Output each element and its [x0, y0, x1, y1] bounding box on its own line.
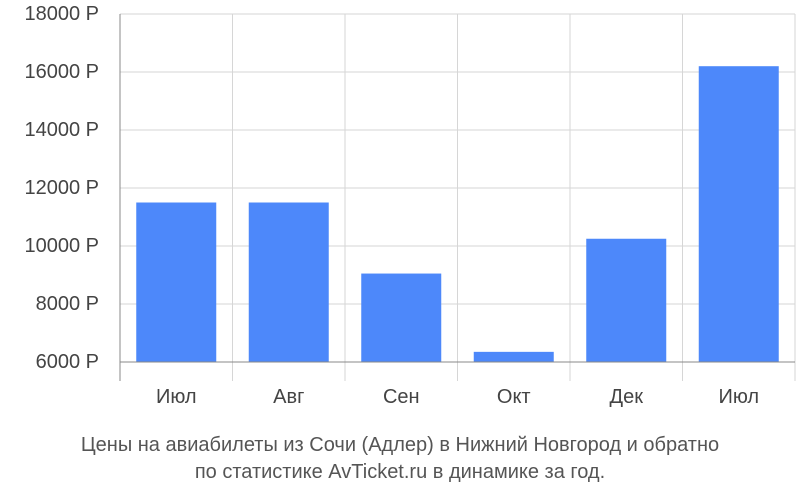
- x-tick-label: Авг: [273, 386, 304, 408]
- grid: [120, 13, 796, 381]
- bar: [361, 273, 442, 362]
- x-tick-label: Июл: [718, 386, 759, 408]
- bar: [248, 202, 329, 362]
- y-tick-label: 12000 Р: [24, 177, 99, 199]
- y-tick-label: 8000 Р: [36, 293, 99, 315]
- chart-caption-line-1: Цены на авиабилеты из Сочи (Адлер) в Ниж…: [80, 434, 720, 456]
- bar: [698, 66, 779, 362]
- x-axis-labels: Июл Авг Сен Окт Дек Июл: [156, 386, 759, 408]
- bars: [136, 66, 779, 362]
- bar: [136, 202, 217, 362]
- y-tick-label: 6000 Р: [36, 351, 99, 373]
- chart-caption-line-2: по статистике AvTicket.ru в динамике за …: [194, 461, 606, 483]
- x-tick-label: Июл: [156, 386, 197, 408]
- x-tick-label: Сен: [383, 386, 420, 408]
- bar-chart: 6000 Р 8000 Р 10000 Р 12000 Р 14000 Р 16000 Р…: [24, 3, 796, 408]
- bar: [473, 351, 554, 362]
- y-tick-label: 14000 Р: [24, 119, 99, 141]
- x-tick-label: Окт: [497, 386, 531, 408]
- y-tick-label: 16000 Р: [24, 61, 99, 83]
- y-tick-label: 10000 Р: [24, 235, 99, 257]
- x-tick-label: Дек: [610, 386, 644, 408]
- y-tick-label: 18000 Р: [24, 3, 99, 25]
- y-axis-labels: 6000 Р 8000 Р 10000 Р 12000 Р 14000 Р 16000 Р…: [24, 3, 99, 373]
- axes: [119, 14, 795, 381]
- bar: [586, 238, 667, 362]
